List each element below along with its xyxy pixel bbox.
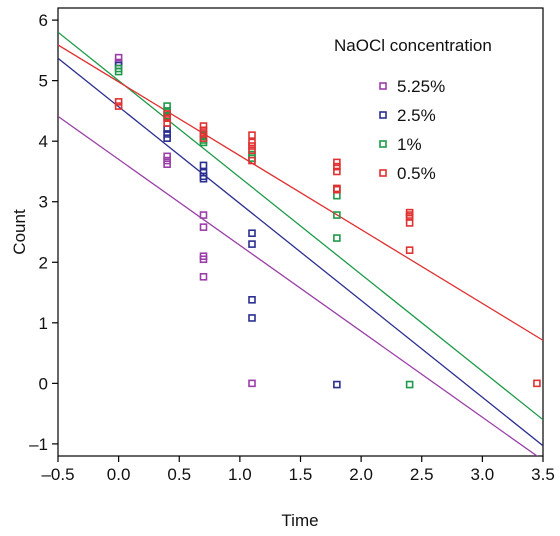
legend-marker	[379, 111, 387, 119]
legend-marker	[379, 140, 387, 148]
data-point	[248, 131, 256, 139]
data-point	[199, 174, 208, 183]
data-point	[199, 211, 208, 219]
plot-frame	[57, 7, 544, 457]
data-point	[405, 219, 414, 227]
data-point	[163, 130, 171, 138]
data-point	[333, 162, 341, 171]
y-axis: –1 0 1 2 3 4 5 6	[29, 11, 58, 454]
fit-line	[58, 44, 543, 341]
data-point	[114, 67, 123, 76]
legend-marker	[379, 82, 387, 90]
data-point	[405, 213, 414, 221]
data-point	[114, 98, 123, 106]
x-axis: –0.5 0.0 0.5 1.0 1.5 2.0 2.5 3.0 3.5	[41, 456, 555, 484]
legend-label: 0.5%	[397, 164, 436, 183]
x-tick-label: 0.5	[167, 465, 191, 484]
legend-label: 1%	[397, 135, 422, 154]
x-tick-label: 2.5	[410, 465, 434, 484]
y-tick-label: 3	[39, 193, 48, 212]
fit-line	[58, 31, 543, 421]
x-tick-label: 1.0	[228, 465, 252, 484]
data-point	[163, 160, 171, 168]
fit-line	[58, 115, 539, 456]
x-tick-label: 0.0	[107, 465, 131, 484]
legend-items: 5.25% 2.5% 1% 0.5%	[379, 77, 445, 183]
data-point	[533, 379, 541, 388]
data-point	[333, 234, 341, 242]
legend-label: 5.25%	[397, 77, 445, 96]
data-point	[114, 53, 123, 62]
data-point	[333, 211, 341, 219]
x-tick-label: –0.5	[41, 465, 74, 484]
data-point	[333, 191, 341, 200]
data-point	[163, 102, 171, 110]
legend-marker	[379, 169, 387, 177]
y-axis-title: Count	[10, 209, 29, 255]
data-point	[199, 134, 208, 142]
data-point	[333, 380, 341, 389]
x-tick-label: 3.0	[471, 465, 495, 484]
data-point	[199, 122, 208, 130]
data-point	[333, 158, 341, 167]
data-point	[248, 142, 256, 150]
data-point	[248, 146, 256, 155]
data-point	[248, 314, 256, 322]
y-tick-label: 5	[39, 72, 48, 91]
data-point	[199, 223, 208, 231]
fit-lines	[58, 31, 543, 456]
data-point	[199, 130, 208, 138]
data-point	[163, 152, 171, 161]
data-point	[199, 161, 208, 170]
data-point	[199, 255, 208, 264]
data-point	[163, 134, 171, 142]
data-point	[163, 119, 171, 127]
data-point	[248, 240, 256, 248]
data-point	[248, 156, 256, 165]
data-point	[163, 114, 171, 122]
x-tick-label: 1.5	[289, 465, 313, 484]
x-axis-title: Time	[281, 511, 318, 530]
x-tick-label: 2.0	[349, 465, 373, 484]
legend: NaOCl concentration 5.25% 2.5% 1% 0.5%	[334, 36, 492, 183]
legend-label: 2.5%	[397, 106, 436, 125]
data-point	[199, 138, 208, 147]
data-point	[248, 379, 256, 388]
y-tick-label: 6	[39, 11, 48, 30]
x-tick-label: 3.5	[531, 465, 555, 484]
markers	[114, 53, 541, 389]
y-tick-label: 0	[39, 374, 48, 393]
y-tick-label: 4	[39, 132, 48, 151]
data-point	[114, 102, 123, 110]
y-tick-label: 2	[39, 253, 48, 272]
legend-title: NaOCl concentration	[334, 36, 492, 55]
data-point	[405, 380, 414, 389]
data-point	[333, 185, 341, 194]
y-tick-label: –1	[29, 435, 48, 454]
fit-line	[58, 57, 543, 447]
data-point	[405, 246, 414, 254]
data-point	[199, 272, 208, 281]
data-point	[163, 110, 171, 118]
data-point	[248, 296, 256, 304]
y-tick-label: 1	[39, 314, 48, 333]
data-point	[333, 167, 341, 176]
data-point	[248, 229, 256, 238]
